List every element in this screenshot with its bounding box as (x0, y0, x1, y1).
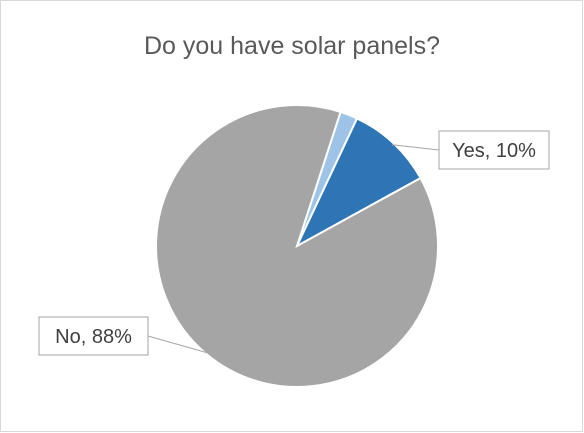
pie-slices (155, 104, 439, 388)
leader-line-yes (392, 144, 440, 151)
chart-title: Do you have solar panels? (144, 32, 440, 60)
pie-slice-no (155, 104, 439, 388)
data-label-box (38, 316, 149, 356)
data-labels: Yes, 10% No, 88% (38, 130, 550, 356)
data-label-text: No, 88% (55, 326, 132, 348)
data-label-text: Yes, 10% (452, 140, 536, 162)
data-label-box (438, 130, 550, 170)
leader-line-no (147, 335, 209, 354)
pie-slice-yes (294, 117, 422, 249)
data-label-yes: Yes, 10% (392, 130, 550, 170)
data-label-no: No, 88% (38, 316, 209, 356)
